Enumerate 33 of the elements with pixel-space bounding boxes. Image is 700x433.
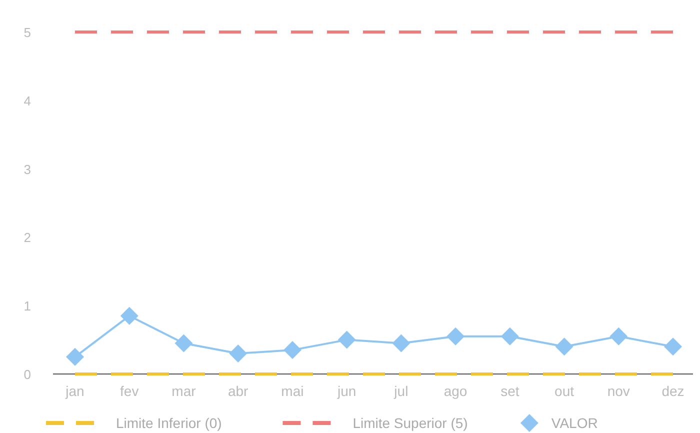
y-tick-label: 1 (24, 298, 31, 314)
x-tick-label: abr (228, 383, 249, 399)
x-tick-label: fev (120, 383, 139, 399)
point (500, 327, 519, 346)
point (338, 330, 356, 349)
y-tick-label: 2 (24, 230, 31, 246)
point (66, 348, 84, 366)
x-tick-label: ago (444, 383, 468, 399)
point (392, 334, 410, 352)
x-tick-label: nov (607, 383, 630, 399)
point (120, 306, 138, 325)
x-tick-label: out (554, 383, 574, 399)
x-tick-label: jul (393, 383, 408, 399)
y-tick-label: 5 (24, 25, 31, 40)
x-tick-label: mar (172, 383, 196, 399)
x-tick-label: dez (662, 383, 684, 399)
y-tick-label: 3 (24, 162, 31, 177)
point (446, 327, 465, 346)
x-tick-label: set (500, 383, 520, 399)
point (283, 341, 302, 360)
legend-label: Limite Inferior (0) (116, 415, 222, 431)
y-tick-label: 4 (24, 93, 31, 108)
point (664, 338, 682, 356)
x-tick-label: mai (281, 383, 304, 399)
x-tick-label: jan (64, 383, 84, 399)
legend-label: VALOR (551, 415, 598, 431)
y-tick-label: 0 (24, 367, 31, 382)
legend-label: Limite Superior (5) (352, 415, 468, 431)
point (229, 344, 248, 362)
point (555, 338, 574, 356)
point (610, 327, 628, 346)
x-tick-label: jun (336, 383, 356, 399)
point (174, 334, 193, 352)
